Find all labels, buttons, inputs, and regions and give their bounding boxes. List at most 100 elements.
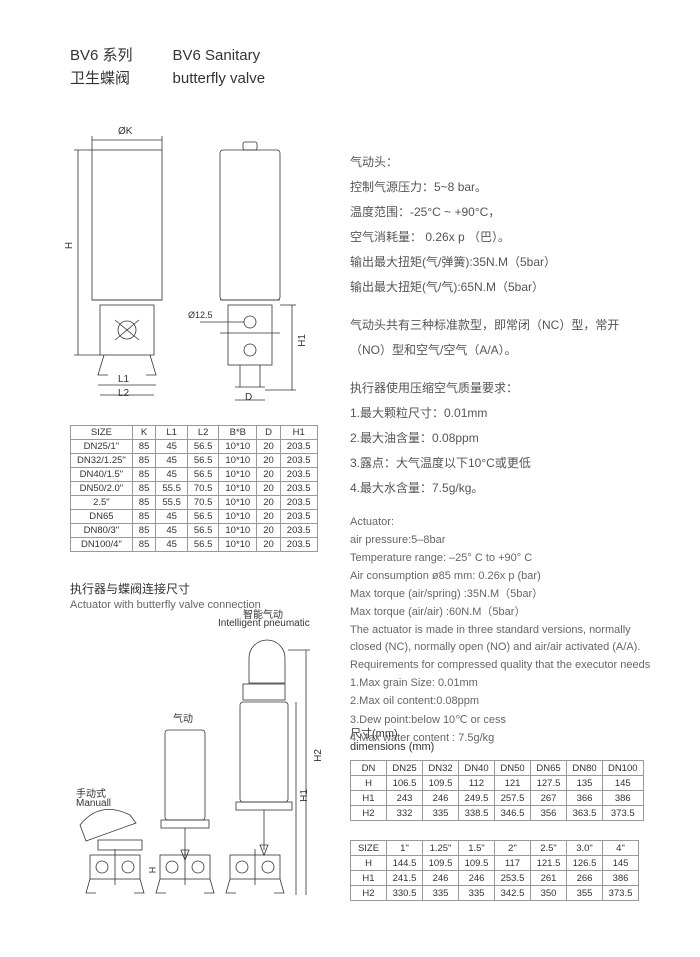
spec-cn-l4: 输出最大扭矩(气/弹簧):35N.M（5bar） xyxy=(350,250,660,274)
table-cell: 335 xyxy=(423,806,459,821)
table-cell: 56.5 xyxy=(187,454,219,468)
spec-cn-r2: 2.最大油含量：0.08ppm xyxy=(350,426,660,450)
table-header-cell: SIZE xyxy=(351,841,387,856)
table-cell: DN32/1.25" xyxy=(71,454,133,468)
table-cell: 203.5 xyxy=(280,538,317,552)
table-header-cell: 1.5" xyxy=(459,841,495,856)
dimensions-heading-cn: 尺寸(mm) xyxy=(350,725,434,741)
spec-cn-heading: 气动头： xyxy=(350,150,660,174)
spec-en-l3: Air consumption ø85 mm: 0.26x p (bar) xyxy=(350,568,660,585)
table-cell: 386 xyxy=(603,791,644,806)
table-cell: 45 xyxy=(156,468,188,482)
table-cell: 203.5 xyxy=(280,524,317,538)
table-cell: 243 xyxy=(387,791,423,806)
label-pneumatic-cn: 气动 xyxy=(173,710,193,725)
table-cell: 20 xyxy=(257,454,281,468)
spec-en-heading: Actuator: xyxy=(350,514,660,531)
table-header-cell: 3.0" xyxy=(567,841,603,856)
table-cell: 56.5 xyxy=(187,510,219,524)
table-cell: 109.5 xyxy=(459,856,495,871)
table-cell: 144.5 xyxy=(387,856,423,871)
table-cell: 109.5 xyxy=(423,776,459,791)
table-cell: 203.5 xyxy=(280,496,317,510)
table-cell: 135 xyxy=(567,776,603,791)
table-cell: 85 xyxy=(132,468,156,482)
table-header-cell: DN25 xyxy=(387,761,423,776)
table-cell: 2.5" xyxy=(71,496,133,510)
table-cell: 20 xyxy=(257,482,281,496)
table-cell: 20 xyxy=(257,524,281,538)
table1-body: DN25/1"854556.510*1020203.5DN32/1.25"854… xyxy=(71,440,318,552)
table-cell: 85 xyxy=(132,440,156,454)
table-cell: H2 xyxy=(351,806,387,821)
table-cell: H1 xyxy=(351,791,387,806)
spec-en-l4: Max torque (air/spring) :35N.M（5bar） xyxy=(350,586,660,603)
table-cell: 109.5 xyxy=(423,856,459,871)
spec-cn-l2: 温度范围：-25°C ~ +90°C， xyxy=(350,200,660,224)
table-cell: 246 xyxy=(423,871,459,886)
dimensions-table-size: SIZE1"1.25"1.5"2"2.5"3.0"4" H144.5109.51… xyxy=(350,840,639,901)
table-cell: 356 xyxy=(531,806,567,821)
table-cell: 346.5 xyxy=(495,806,531,821)
table-cell: 10*10 xyxy=(219,510,257,524)
table-cell: 45 xyxy=(156,510,188,524)
table-cell: 45 xyxy=(156,524,188,538)
table-row: DN32/1.25"854556.510*1020203.5 xyxy=(71,454,318,468)
table-cell: DN40/1.5" xyxy=(71,468,133,482)
table-cell: 85 xyxy=(132,496,156,510)
table-row: H2330.5335335342.5350355373.5 xyxy=(351,886,639,901)
table-cell: 55.5 xyxy=(156,482,188,496)
title-en-line2: butterfly valve xyxy=(173,68,266,91)
table-cell: 241.5 xyxy=(387,871,423,886)
table-row: DN40/1.5"854556.510*1020203.5 xyxy=(71,468,318,482)
table-sz-body: H144.5109.5109.5117121.5126.5145H1241.52… xyxy=(351,856,639,901)
table-cell: 106.5 xyxy=(387,776,423,791)
table-cell: 10*10 xyxy=(219,482,257,496)
table-cell: 246 xyxy=(459,871,495,886)
title-cn-line1: BV6 系列 xyxy=(70,45,133,68)
table-cell: 257.5 xyxy=(495,791,531,806)
table1-header-row: SIZEKL1L2B*BDH1 xyxy=(71,426,318,440)
table-cell: 70.5 xyxy=(187,496,219,510)
spec-en-l2: Temperature range: –25° C to +90° C xyxy=(350,550,660,567)
table-cell: 249.5 xyxy=(459,791,495,806)
title-en-line1: BV6 Sanitary xyxy=(173,45,266,68)
dimensions-table-dn: DNDN25DN32DN40DN50DN65DN80DN100 H106.510… xyxy=(350,760,644,821)
table-cell: DN100/4" xyxy=(71,538,133,552)
table-dn-header-row: DNDN25DN32DN40DN50DN65DN80DN100 xyxy=(351,761,644,776)
table-row: DN65854556.510*1020203.5 xyxy=(71,510,318,524)
table-header-cell: DN100 xyxy=(603,761,644,776)
table-cell: 335 xyxy=(459,886,495,901)
table-cell: 45 xyxy=(156,454,188,468)
table-cell: 266 xyxy=(567,871,603,886)
table-cell: 366 xyxy=(567,791,603,806)
table-cell: 56.5 xyxy=(187,468,219,482)
table-cell: 85 xyxy=(132,482,156,496)
table-cell: DN50/2.0" xyxy=(71,482,133,496)
spec-en-l1: air pressure:5–8bar xyxy=(350,532,660,549)
spec-en-rq: Requirements for compressed quality that… xyxy=(350,657,660,674)
spec-en-l5: Max torque (air/air) :60N.M（5bar） xyxy=(350,604,660,621)
table-cell: 85 xyxy=(132,524,156,538)
table-header-cell: B*B xyxy=(219,426,257,440)
table-cell: 332 xyxy=(387,806,423,821)
dim-label-h2: H2 xyxy=(313,749,324,762)
dim-label-h1-bottom: H1 xyxy=(299,789,310,802)
table-row: H1241.5246246253.5261266386 xyxy=(351,871,639,886)
dim-label-h1: H1 xyxy=(297,334,308,347)
specifications-text: 气动头： 控制气源压力：5~8 bar。 温度范围：-25°C ~ +90°C，… xyxy=(350,150,660,748)
table-row: DN80/3"854556.510*1020203.5 xyxy=(71,524,318,538)
table-header-cell: 4" xyxy=(603,841,639,856)
dim-label-o125: Ø12.5 xyxy=(188,310,213,320)
table-cell: H2 xyxy=(351,886,387,901)
table-cell: 355 xyxy=(567,886,603,901)
table-row: H106.5109.5112121127.5135145 xyxy=(351,776,644,791)
dim-label-h-bottom: H xyxy=(147,867,157,874)
table-cell: 342.5 xyxy=(495,886,531,901)
table-cell: 20 xyxy=(257,538,281,552)
table-cell: 85 xyxy=(132,510,156,524)
spec-cn-r3: 3.露点：大气温度以下10°C或更低 xyxy=(350,451,660,475)
table-cell: 363.5 xyxy=(567,806,603,821)
table-cell: 112 xyxy=(459,776,495,791)
table-header-cell: DN xyxy=(351,761,387,776)
